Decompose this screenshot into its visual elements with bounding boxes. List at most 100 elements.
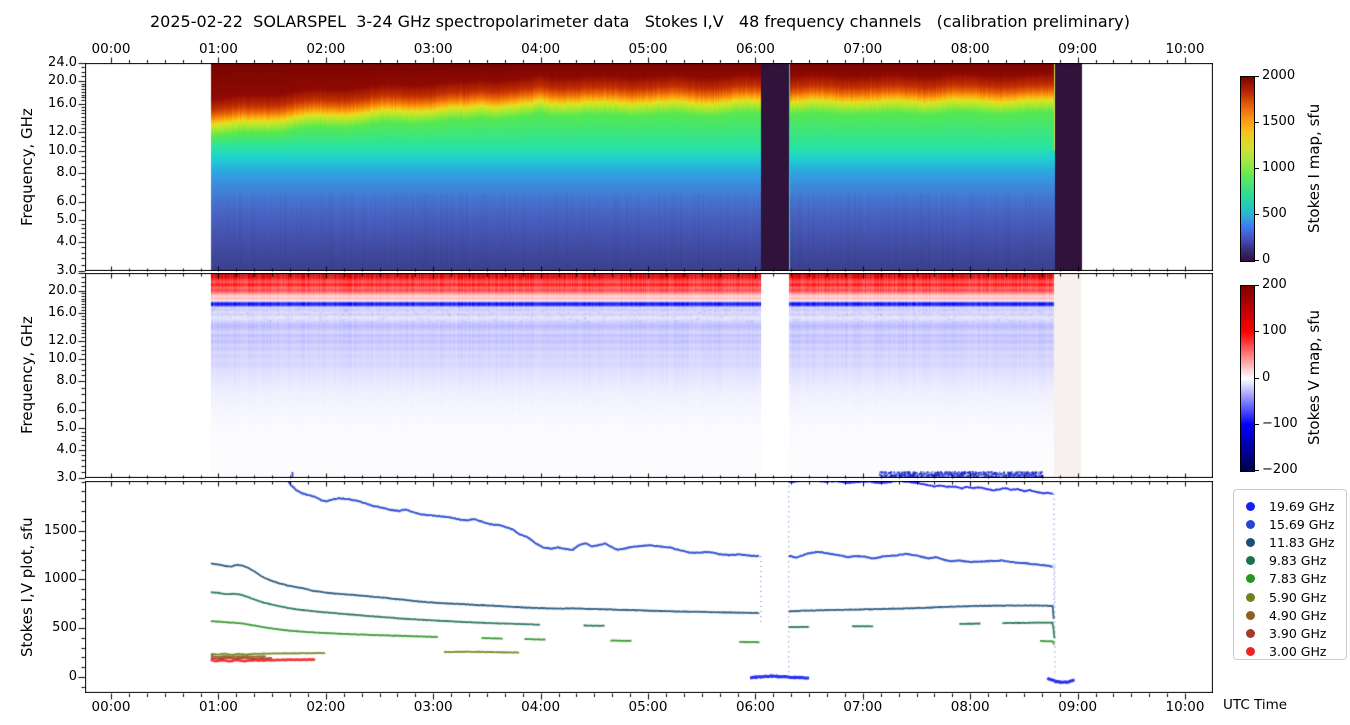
colorbar-tick-label: −200 [1262, 462, 1298, 477]
legend-marker-icon [1246, 556, 1255, 566]
colorbar-tick [1254, 423, 1259, 425]
y-tick-label-sfu: 0 [68, 669, 77, 684]
y-tick-label-frequency: 24.0 [48, 55, 77, 70]
x-tick-label-top: 04:00 [521, 41, 561, 57]
colorbar-tick-label: 1500 [1262, 114, 1296, 129]
stokes-v-colorbar [1240, 285, 1255, 472]
x-tick-label-bottom: 10:00 [1165, 699, 1205, 715]
stokes-i-colorbar-label: Stokes I map, sfu [1305, 103, 1323, 233]
y-tick-label-frequency: 6.0 [56, 401, 77, 417]
legend-marker-icon [1246, 647, 1255, 657]
legend-marker-icon [1246, 501, 1255, 511]
x-tick-label-top: 08:00 [950, 41, 990, 57]
y-tick-label-frequency: 20.0 [48, 282, 77, 298]
colorbar-tick [1254, 285, 1259, 286]
x-tick-label-bottom: 09:00 [1058, 699, 1098, 715]
x-tick-label-top: 10:00 [1165, 41, 1205, 57]
y-tick-label-frequency: 12.0 [48, 333, 77, 349]
colorbar-tick [1254, 377, 1259, 379]
legend-item: 5.90 GHz [1234, 588, 1346, 606]
y-tick-label-frequency: 4.0 [56, 441, 77, 457]
legend-marker-icon [1246, 628, 1255, 638]
legend-marker-icon [1246, 574, 1255, 584]
y-tick-label-frequency: 4.0 [56, 234, 77, 250]
legend-item: 9.83 GHz [1234, 552, 1346, 570]
x-axis-label: UTC Time [1223, 697, 1288, 713]
legend-label: 19.69 GHz [1269, 498, 1335, 514]
colorbar-tick-label: 500 [1262, 206, 1287, 221]
legend-label: 7.83 GHz [1269, 571, 1327, 587]
y-tick-label-sfu: 1000 [43, 571, 77, 587]
colorbar-tick [1254, 122, 1259, 123]
x-tick-label-bottom: 00:00 [91, 699, 131, 715]
colorbar-tick-label: 0 [1262, 252, 1271, 267]
x-tick-label-top: 07:00 [843, 41, 883, 57]
x-tick-label-top: 00:00 [91, 41, 131, 57]
y-tick-label-sfu: 500 [52, 620, 77, 636]
colorbar-tick [1254, 214, 1259, 215]
x-tick-label-bottom: 04:00 [521, 699, 561, 715]
legend-item: 19.69 GHz [1234, 497, 1346, 515]
colorbar-tick [1254, 76, 1259, 77]
y-tick-label-sfu: 1500 [43, 522, 77, 538]
y-tick-label-frequency: 8.0 [56, 164, 77, 180]
x-tick-label-top: 06:00 [735, 41, 775, 57]
y-tick-label-frequency: 16.0 [48, 95, 77, 111]
colorbar-tick-label: −100 [1262, 415, 1298, 431]
legend-item: 3.90 GHz [1234, 624, 1346, 642]
legend-item: 3.00 GHz [1234, 643, 1346, 661]
colorbar-tick [1254, 260, 1259, 261]
colorbar-tick [1254, 470, 1259, 471]
y-tick-label-frequency: 20.0 [48, 73, 77, 89]
legend-label: 15.69 GHz [1269, 516, 1335, 532]
y-tick-label-frequency: 6.0 [56, 193, 77, 209]
legend-item: 15.69 GHz [1234, 515, 1346, 533]
legend-marker-icon [1246, 519, 1255, 529]
colorbar-tick [1254, 168, 1259, 169]
legend-item: 4.90 GHz [1234, 606, 1346, 624]
stokes-v-colorbar-label: Stokes V map, sfu [1305, 309, 1323, 446]
legend-label: 4.90 GHz [1269, 607, 1327, 623]
legend-item: 11.83 GHz [1234, 533, 1346, 551]
legend-marker-icon [1246, 592, 1255, 602]
y-tick-label-frequency: 5.0 [56, 211, 77, 227]
y-tick-label-frequency: 10.0 [48, 142, 77, 158]
legend-label: 5.90 GHz [1269, 589, 1327, 605]
colorbar-tick-label: 200 [1262, 277, 1287, 292]
colorbar-tick-label: 100 [1262, 323, 1287, 339]
y-tick-label-frequency: 5.0 [56, 419, 77, 435]
legend-label: 9.83 GHz [1269, 553, 1327, 569]
legend-label: 3.90 GHz [1269, 625, 1327, 641]
x-tick-label-bottom: 06:00 [735, 699, 775, 715]
y-tick-label-frequency: 3.0 [56, 470, 77, 485]
x-tick-label-bottom: 03:00 [413, 699, 453, 715]
x-tick-label-bottom: 02:00 [306, 699, 346, 715]
x-tick-label-bottom: 01:00 [198, 699, 238, 715]
legend-label: 3.00 GHz [1269, 644, 1327, 660]
y-tick-label-frequency: 8.0 [56, 373, 77, 389]
legend-marker-icon [1246, 610, 1255, 620]
legend-marker-icon [1246, 537, 1255, 547]
colorbar-tick-label: 2000 [1262, 68, 1296, 83]
y-tick-label-frequency: 16.0 [48, 304, 77, 320]
y-tick-label-frequency: 12.0 [48, 124, 77, 140]
colorbar-tick-label: 1000 [1262, 160, 1296, 175]
y-tick-label-frequency: 10.0 [48, 351, 77, 367]
y-tick-label-frequency: 3.0 [56, 263, 77, 278]
x-tick-label-top: 02:00 [306, 41, 346, 57]
x-tick-label-bottom: 05:00 [628, 699, 668, 715]
x-tick-label-top: 05:00 [628, 41, 668, 57]
stokes-i-colorbar [1240, 76, 1255, 262]
legend-label: 11.83 GHz [1269, 534, 1335, 550]
x-tick-label-top: 03:00 [413, 41, 453, 57]
x-tick-label-bottom: 07:00 [843, 699, 883, 715]
legend-item: 7.83 GHz [1234, 570, 1346, 588]
x-tick-label-top: 01:00 [198, 41, 238, 57]
legend: 19.69 GHz 15.69 GHz 11.83 GHz 9.83 GHz 7.83 … [1233, 489, 1347, 660]
x-tick-label-top: 09:00 [1058, 41, 1098, 57]
colorbar-tick-label: 0 [1262, 369, 1271, 385]
x-tick-label-bottom: 08:00 [950, 699, 990, 715]
y-axis-label-bottom: Stokes I,V plot, sfu [18, 517, 36, 657]
